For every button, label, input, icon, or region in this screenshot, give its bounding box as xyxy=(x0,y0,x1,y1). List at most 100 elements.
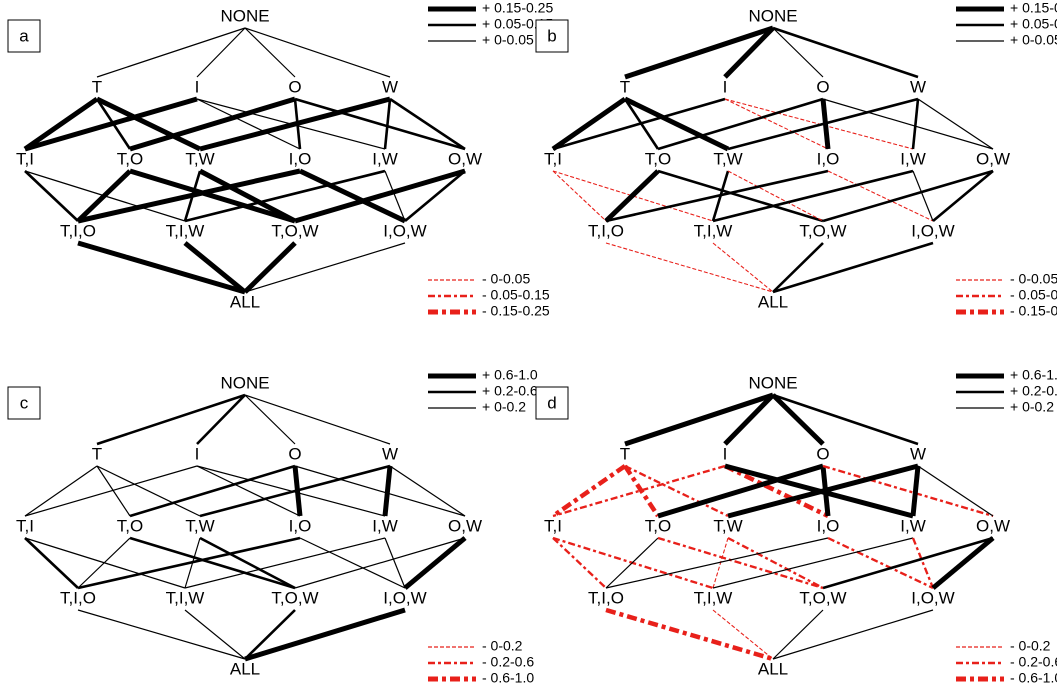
panel-label-box xyxy=(7,19,41,53)
node-label: O xyxy=(816,444,829,463)
edge xyxy=(712,609,774,660)
edge xyxy=(712,242,774,293)
edge xyxy=(298,168,407,224)
node-label: T xyxy=(92,444,102,463)
edge xyxy=(299,537,406,589)
edge xyxy=(77,168,301,224)
edge xyxy=(199,96,391,152)
legend-label: + 0.6-1.0 xyxy=(1010,367,1057,383)
edge xyxy=(727,536,824,590)
edge xyxy=(624,464,729,518)
panel-label: b xyxy=(547,26,556,45)
legend-label: - 0-0.2 xyxy=(1010,638,1051,654)
edge xyxy=(822,98,994,150)
node-label: W xyxy=(910,77,926,96)
edge xyxy=(827,536,934,590)
node-label: NONE xyxy=(220,6,269,25)
edge xyxy=(243,241,297,294)
edge xyxy=(724,98,829,150)
edge xyxy=(605,242,774,293)
node-label: O,W xyxy=(976,149,1010,168)
edge xyxy=(772,609,934,660)
node-label: ALL xyxy=(758,292,788,311)
edge xyxy=(24,537,79,589)
edge xyxy=(96,465,131,517)
legend-label: - 0.05-0.15 xyxy=(1010,287,1057,303)
node-label: T,I,O xyxy=(588,221,624,240)
node-label: T,I,O xyxy=(60,588,96,607)
edge xyxy=(199,536,296,590)
edge xyxy=(129,464,296,518)
edge xyxy=(129,96,296,152)
edge xyxy=(822,464,994,518)
edge xyxy=(623,96,730,152)
edge xyxy=(389,465,466,517)
node-label: T,W xyxy=(185,516,214,535)
node-label: T,I xyxy=(16,516,34,535)
edge xyxy=(77,537,131,589)
legend-label: - 0-0.2 xyxy=(482,638,523,654)
node-label: I,W xyxy=(372,516,398,535)
node-label: T,I,W xyxy=(694,221,733,240)
node-label: I xyxy=(723,444,728,463)
legend-label: - 0.2-0.6 xyxy=(482,654,534,670)
edge xyxy=(184,169,386,223)
node-label: I,O,W xyxy=(383,588,426,607)
node-label: NONE xyxy=(748,373,797,392)
node-label: I,O xyxy=(817,149,840,168)
edge xyxy=(24,465,98,517)
legend-label: + 0.15-0.25 xyxy=(482,0,553,16)
edge xyxy=(772,27,824,78)
node-label: T xyxy=(92,77,102,96)
node-label: I,O xyxy=(289,149,312,168)
legend-label: - 0.15-0.25 xyxy=(482,303,550,319)
edge xyxy=(712,537,729,589)
node-label: T,I xyxy=(544,149,562,168)
edge xyxy=(24,96,198,152)
edge xyxy=(77,609,246,660)
node-label: I,W xyxy=(372,149,398,168)
edge xyxy=(199,464,391,518)
node-label: T,W xyxy=(185,149,214,168)
edge xyxy=(244,27,296,78)
edge xyxy=(294,97,466,151)
edge xyxy=(551,96,627,152)
edge xyxy=(552,537,607,589)
edge xyxy=(183,241,247,294)
edge xyxy=(624,25,774,80)
edge xyxy=(384,170,406,222)
legend-label: - 0.2-0.6 xyxy=(1010,654,1057,670)
edge xyxy=(244,394,391,445)
edge xyxy=(198,168,297,224)
edge xyxy=(911,537,935,589)
panel-label-box xyxy=(7,386,41,420)
edge xyxy=(910,465,921,517)
node-label: T,I,O xyxy=(60,221,96,240)
edge xyxy=(727,97,919,151)
edge xyxy=(822,169,994,223)
legend-label: + 0.2-0.6 xyxy=(1010,383,1057,399)
edge xyxy=(772,242,824,293)
panel-label-box xyxy=(535,19,569,53)
node-label: T,O xyxy=(117,149,143,168)
panel-label: d xyxy=(547,393,556,412)
node-label: I,W xyxy=(900,149,926,168)
edge xyxy=(772,609,824,660)
panel: NONE T I O W T,I T,O T,W I,O I,W O,W T,I,O T,I,W T,O,… xyxy=(535,367,1057,686)
edge xyxy=(712,169,914,223)
node-label: T,I,W xyxy=(694,588,733,607)
edge xyxy=(294,168,466,224)
node-label: T,O,W xyxy=(271,221,318,240)
node-label: I xyxy=(195,77,200,96)
legend-label: + 0.15-0.25 xyxy=(1010,0,1057,16)
legend-label: + 0-0.05 xyxy=(482,32,534,48)
edge xyxy=(244,607,406,662)
legend-label: + 0.05-0.15 xyxy=(1010,16,1057,32)
edge xyxy=(95,96,202,152)
edge xyxy=(244,27,391,78)
edge xyxy=(827,170,934,222)
node-label: I,O,W xyxy=(383,221,426,240)
node-label: T,O,W xyxy=(799,221,846,240)
edge xyxy=(196,394,246,445)
